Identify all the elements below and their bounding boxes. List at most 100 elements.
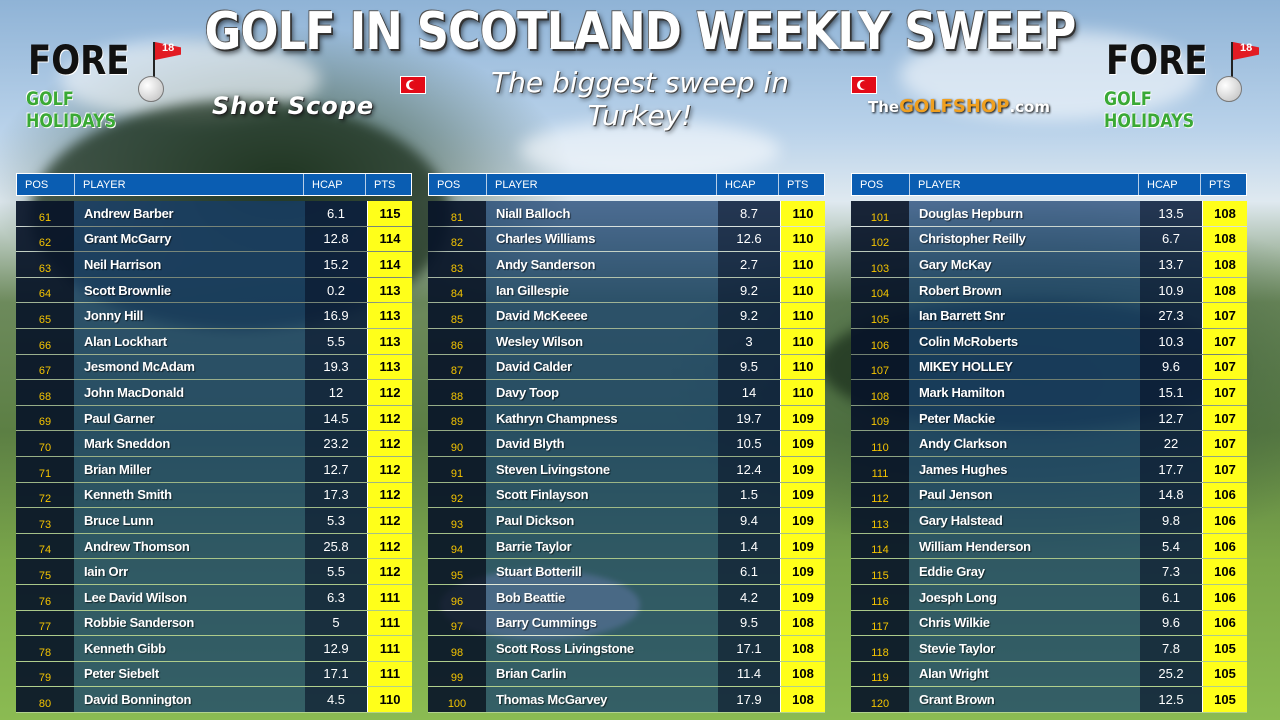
cell-pts: 105 xyxy=(1202,687,1247,712)
cell-pos: 102 xyxy=(851,226,909,252)
cell-player: Christopher Reilly xyxy=(909,226,1140,252)
cell-player: Scott Finlayson xyxy=(486,482,718,508)
table-row: 76 Lee David Wilson 6.3 111 xyxy=(16,584,412,611)
cell-player: Andrew Barber xyxy=(74,201,305,226)
cell-pts: 111 xyxy=(367,636,412,661)
cell-player: Neil Harrison xyxy=(74,252,305,277)
table-row: 113 Gary Halstead 9.8 106 xyxy=(851,508,1247,534)
table-row: 81 Niall Balloch 8.7 110 xyxy=(428,201,825,227)
cell-pts: 112 xyxy=(367,482,412,508)
column-header-hcap: HCAP xyxy=(717,174,779,195)
cell-hcap: 2.7 xyxy=(718,252,780,277)
cell-player: Brian Carlin xyxy=(486,661,718,687)
leaderboard-table-2: POS PLAYER HCAP PTS 81 Niall Balloch 8.7 110 82 C… xyxy=(428,173,825,713)
column-header-pts: PTS xyxy=(374,178,396,191)
cell-pos: 68 xyxy=(16,380,74,405)
cell-player: Kenneth Gibb xyxy=(74,636,305,661)
cell-pos: 119 xyxy=(851,661,909,687)
cell-hcap: 12.6 xyxy=(718,226,780,252)
cell-player: Stevie Taylor xyxy=(909,636,1140,661)
cell-player: David McKeeee xyxy=(486,303,718,328)
cell-hcap: 10.3 xyxy=(1140,328,1202,354)
column-header-player: PLAYER xyxy=(487,174,717,195)
column-header-player: PLAYER xyxy=(910,174,1139,195)
cell-player: Grant McGarry xyxy=(74,226,305,252)
cell-hcap: 27.3 xyxy=(1140,303,1202,328)
cell-pos: 79 xyxy=(16,661,74,687)
cell-hcap: 19.7 xyxy=(718,405,780,431)
cell-player: John MacDonald xyxy=(74,380,305,405)
cell-hcap: 11.4 xyxy=(718,661,780,687)
cell-pos: 84 xyxy=(428,277,486,303)
turkey-flag-icon xyxy=(400,76,426,94)
cell-pts: 109 xyxy=(780,482,825,508)
cell-pts: 107 xyxy=(1202,456,1247,482)
cell-pts: 107 xyxy=(1202,328,1247,354)
table-row: 80 David Bonnington 4.5 110 xyxy=(16,687,412,713)
cell-pos: 69 xyxy=(16,405,74,431)
cell-pos: 106 xyxy=(851,328,909,354)
cell-pos: 62 xyxy=(16,226,74,252)
cell-pos: 61 xyxy=(16,201,74,226)
cell-pos: 91 xyxy=(428,456,486,482)
table-row: 74 Andrew Thomson 25.8 112 xyxy=(16,533,412,560)
cell-pts: 112 xyxy=(367,380,412,405)
table-row: 117 Chris Wilkie 9.6 106 xyxy=(851,610,1247,637)
table-row: 100 Thomas McGarvey 17.9 108 xyxy=(428,687,825,713)
cell-player: Charles Williams xyxy=(486,226,718,252)
cell-player: Bob Beattie xyxy=(486,584,718,610)
cell-player: Andy Clarkson xyxy=(909,431,1140,456)
page-title: GOLF IN SCOTLAND WEEKLY SWEEP xyxy=(204,2,1077,62)
table-body: 61 Andrew Barber 6.1 115 62 Grant McGarry 12.8… xyxy=(16,201,412,713)
cell-pts: 111 xyxy=(367,584,412,610)
cell-player: Wesley Wilson xyxy=(486,328,718,354)
cell-pts: 110 xyxy=(780,201,825,226)
cell-player: Kathryn Champness xyxy=(486,405,718,431)
cell-pos: 100 xyxy=(428,687,486,712)
cell-pts: 110 xyxy=(780,252,825,277)
golfshop-logo-highlight: GOLFSHOP xyxy=(899,96,1010,117)
cell-hcap: 9.4 xyxy=(718,508,780,533)
cell-pts: 113 xyxy=(367,354,412,380)
table-row: 88 Davy Toop 14 110 xyxy=(428,380,825,406)
cell-player: Alan Wright xyxy=(909,661,1140,687)
cell-pos: 101 xyxy=(851,201,909,226)
cell-pts: 106 xyxy=(1202,610,1247,636)
cell-hcap: 17.7 xyxy=(1140,456,1202,482)
cell-pts: 107 xyxy=(1202,431,1247,456)
cell-pos: 94 xyxy=(428,533,486,559)
cell-hcap: 14.5 xyxy=(305,405,367,431)
table-row: 86 Wesley Wilson 3 110 xyxy=(428,328,825,355)
cell-hcap: 23.2 xyxy=(305,431,367,456)
logo-holidays-text: GOLF HOLIDAYS xyxy=(1104,88,1195,132)
table-row: 87 David Calder 9.5 110 xyxy=(428,354,825,381)
cell-player: Kenneth Smith xyxy=(74,482,305,508)
cell-hcap: 6.1 xyxy=(718,559,780,584)
cell-pos: 113 xyxy=(851,508,909,533)
cell-hcap: 9.8 xyxy=(1140,508,1202,533)
cell-player: David Bonnington xyxy=(74,687,305,712)
cell-hcap: 17.1 xyxy=(718,636,780,661)
cell-pos: 112 xyxy=(851,482,909,508)
cell-pos: 75 xyxy=(16,559,74,584)
table-row: 95 Stuart Botterill 6.1 109 xyxy=(428,559,825,585)
cell-hcap: 1.4 xyxy=(718,533,780,559)
cell-player: MIKEY HOLLEY xyxy=(909,354,1140,380)
logo-fore-text: FORE xyxy=(1106,38,1208,84)
cell-pts: 112 xyxy=(367,456,412,482)
table-row: 69 Paul Garner 14.5 112 xyxy=(16,405,412,432)
column-header-player: PLAYER xyxy=(75,174,304,195)
cell-player: Stuart Botterill xyxy=(486,559,718,584)
flagpole-icon xyxy=(1231,42,1233,82)
cell-pos: 89 xyxy=(428,405,486,431)
cell-pos: 104 xyxy=(851,277,909,303)
cell-hcap: 6.7 xyxy=(1140,226,1202,252)
table-row: 65 Jonny Hill 16.9 113 xyxy=(16,303,412,329)
cell-player: Scott Brownlie xyxy=(74,277,305,303)
table-row: 89 Kathryn Champness 19.7 109 xyxy=(428,405,825,432)
cell-pts: 107 xyxy=(1202,380,1247,405)
cell-pts: 112 xyxy=(367,508,412,533)
golfshop-logo-post: .com xyxy=(1009,98,1050,116)
table-row: 83 Andy Sanderson 2.7 110 xyxy=(428,252,825,278)
golfshop-logo-pre: The xyxy=(868,98,900,116)
